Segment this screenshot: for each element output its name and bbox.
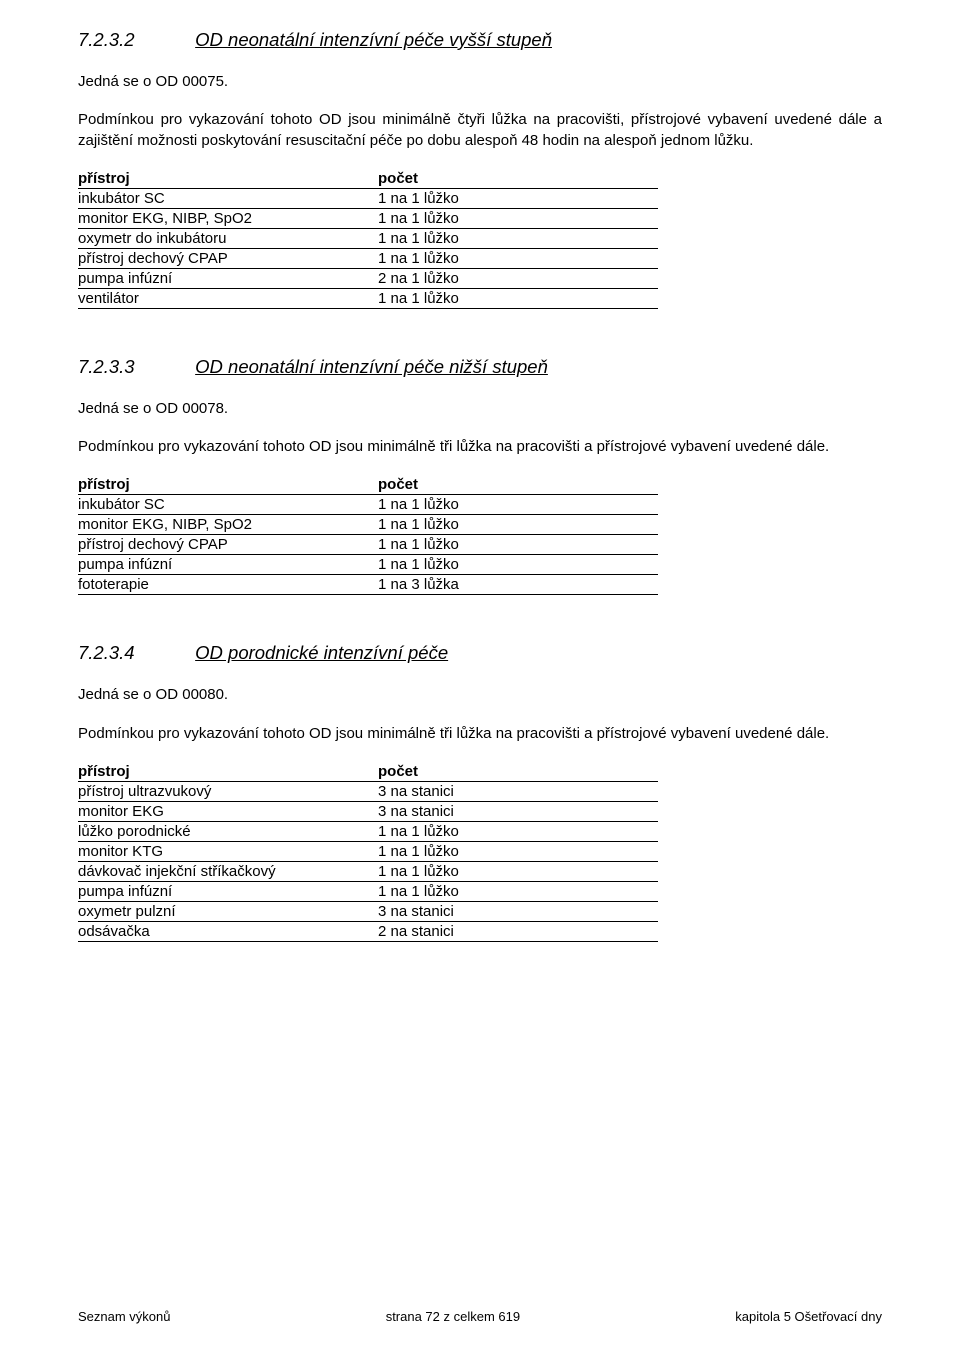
table-row: monitor EKG, NIBP, SpO21 na 1 lůžko: [78, 515, 658, 535]
footer-right: kapitola 5 Ošetřovací dny: [735, 1309, 882, 1324]
table-cell: monitor EKG, NIBP, SpO2: [78, 515, 378, 535]
table-cell: 3 na stanici: [378, 801, 658, 821]
table-cell: oxymetr pulzní: [78, 901, 378, 921]
table-cell: oxymetr do inkubátoru: [78, 228, 378, 248]
table-row: monitor EKG, NIBP, SpO21 na 1 lůžko: [78, 208, 658, 228]
equipment-table: přístroj počet inkubátor SC1 na 1 lůžko …: [78, 169, 658, 309]
table-cell: dávkovač injekční stříkačkový: [78, 861, 378, 881]
table-row: monitor EKG3 na stanici: [78, 801, 658, 821]
section-title: OD neonatální intenzívní péče vyšší stup…: [195, 29, 552, 50]
table-cell: monitor EKG: [78, 801, 378, 821]
table-row: odsávačka2 na stanici: [78, 921, 658, 941]
table-cell: monitor KTG: [78, 841, 378, 861]
table-cell: pumpa infúzní: [78, 881, 378, 901]
table-row: pumpa infúzní1 na 1 lůžko: [78, 555, 658, 575]
table-row: ventilátor1 na 1 lůžko: [78, 288, 658, 308]
section-condition: Podmínkou pro vykazování tohoto OD jsou …: [78, 110, 882, 151]
footer-left: Seznam výkonů: [78, 1309, 171, 1324]
table-row: monitor KTG1 na 1 lůžko: [78, 841, 658, 861]
table-row: fototerapie1 na 3 lůžka: [78, 575, 658, 595]
table-header-cell: přístroj: [78, 762, 378, 782]
section-heading: 7.2.3.3 OD neonatální intenzívní péče ni…: [78, 355, 882, 379]
table-cell: přístroj dechový CPAP: [78, 248, 378, 268]
table-row: přístroj dechový CPAP1 na 1 lůžko: [78, 248, 658, 268]
table-cell: inkubátor SC: [78, 188, 378, 208]
table-cell: 2 na stanici: [378, 921, 658, 941]
table-header-row: přístroj počet: [78, 762, 658, 782]
table-cell: 1 na 3 lůžka: [378, 575, 658, 595]
table-header-cell: počet: [378, 762, 658, 782]
table-cell: 1 na 1 lůžko: [378, 495, 658, 515]
table-cell: pumpa infúzní: [78, 555, 378, 575]
equipment-table: přístroj počet přístroj ultrazvukový3 na…: [78, 762, 658, 942]
table-cell: 1 na 1 lůžko: [378, 208, 658, 228]
section-condition: Podmínkou pro vykazování tohoto OD jsou …: [78, 437, 882, 457]
table-row: inkubátor SC1 na 1 lůžko: [78, 188, 658, 208]
table-cell: 1 na 1 lůžko: [378, 881, 658, 901]
table-cell: 1 na 1 lůžko: [378, 861, 658, 881]
table-row: inkubátor SC1 na 1 lůžko: [78, 495, 658, 515]
table-cell: lůžko porodnické: [78, 821, 378, 841]
table-cell: 1 na 1 lůžko: [378, 821, 658, 841]
table-cell: 1 na 1 lůžko: [378, 188, 658, 208]
document-page: 7.2.3.2 OD neonatální intenzívní péče vy…: [0, 0, 960, 1346]
section-title: OD neonatální intenzívní péče nižší stup…: [195, 356, 548, 377]
table-header-row: přístroj počet: [78, 169, 658, 189]
table-cell: přístroj dechový CPAP: [78, 535, 378, 555]
table-row: přístroj dechový CPAP1 na 1 lůžko: [78, 535, 658, 555]
section-7-2-3-4: 7.2.3.4 OD porodnické intenzívní péče Je…: [78, 641, 882, 942]
table-row: dávkovač injekční stříkačkový1 na 1 lůžk…: [78, 861, 658, 881]
table-row: přístroj ultrazvukový3 na stanici: [78, 781, 658, 801]
section-number: 7.2.3.2: [78, 28, 190, 52]
section-heading: 7.2.3.2 OD neonatální intenzívní péče vy…: [78, 28, 882, 52]
table-row: pumpa infúzní2 na 1 lůžko: [78, 268, 658, 288]
table-cell: 1 na 1 lůžko: [378, 228, 658, 248]
section-intro: Jedná se o OD 00080.: [78, 685, 882, 705]
table-cell: 1 na 1 lůžko: [378, 288, 658, 308]
page-footer: Seznam výkonů strana 72 z celkem 619 kap…: [78, 1309, 882, 1324]
table-cell: inkubátor SC: [78, 495, 378, 515]
table-cell: ventilátor: [78, 288, 378, 308]
section-number: 7.2.3.3: [78, 355, 190, 379]
table-cell: monitor EKG, NIBP, SpO2: [78, 208, 378, 228]
section-7-2-3-3: 7.2.3.3 OD neonatální intenzívní péče ni…: [78, 355, 882, 596]
section-intro: Jedná se o OD 00075.: [78, 72, 882, 92]
table-header-cell: přístroj: [78, 475, 378, 495]
table-row: pumpa infúzní1 na 1 lůžko: [78, 881, 658, 901]
table-cell: přístroj ultrazvukový: [78, 781, 378, 801]
table-cell: 1 na 1 lůžko: [378, 841, 658, 861]
table-row: oxymetr pulzní3 na stanici: [78, 901, 658, 921]
table-cell: pumpa infúzní: [78, 268, 378, 288]
table-row: lůžko porodnické1 na 1 lůžko: [78, 821, 658, 841]
table-cell: 3 na stanici: [378, 901, 658, 921]
table-header-cell: počet: [378, 475, 658, 495]
table-cell: 2 na 1 lůžko: [378, 268, 658, 288]
section-condition: Podmínkou pro vykazování tohoto OD jsou …: [78, 724, 882, 744]
equipment-table: přístroj počet inkubátor SC1 na 1 lůžko …: [78, 475, 658, 595]
table-cell: 1 na 1 lůžko: [378, 248, 658, 268]
table-cell: odsávačka: [78, 921, 378, 941]
table-cell: 1 na 1 lůžko: [378, 535, 658, 555]
section-7-2-3-2: 7.2.3.2 OD neonatální intenzívní péče vy…: [78, 28, 882, 309]
section-intro: Jedná se o OD 00078.: [78, 399, 882, 419]
table-cell: 1 na 1 lůžko: [378, 555, 658, 575]
table-header-cell: přístroj: [78, 169, 378, 189]
table-cell: 1 na 1 lůžko: [378, 515, 658, 535]
table-row: oxymetr do inkubátoru1 na 1 lůžko: [78, 228, 658, 248]
table-header-cell: počet: [378, 169, 658, 189]
section-heading: 7.2.3.4 OD porodnické intenzívní péče: [78, 641, 882, 665]
table-header-row: přístroj počet: [78, 475, 658, 495]
footer-center: strana 72 z celkem 619: [386, 1309, 520, 1324]
table-cell: fototerapie: [78, 575, 378, 595]
table-cell: 3 na stanici: [378, 781, 658, 801]
section-title: OD porodnické intenzívní péče: [195, 642, 448, 663]
section-number: 7.2.3.4: [78, 641, 190, 665]
